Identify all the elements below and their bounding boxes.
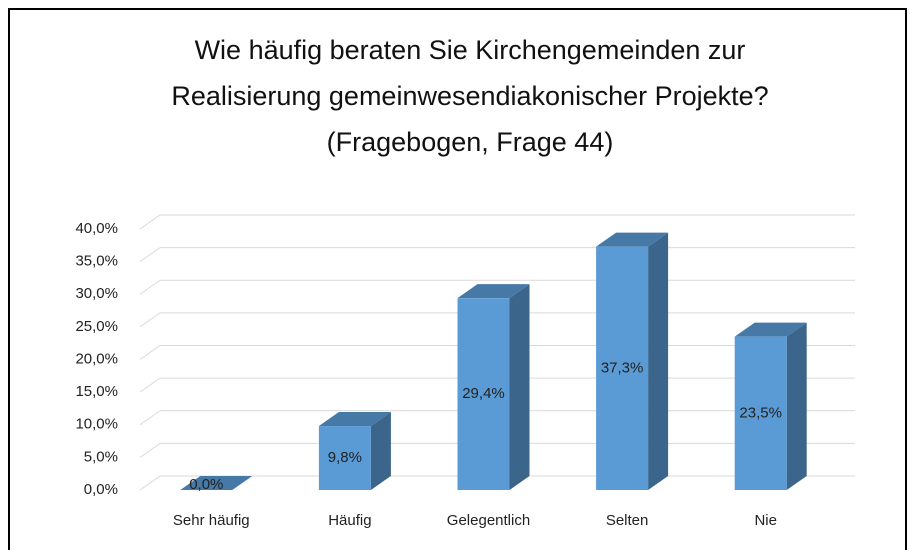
y-tick-label: 0,0% <box>84 481 118 498</box>
y-tick-label: 5,0% <box>84 448 118 465</box>
x-tick-label: Nie <box>754 512 777 529</box>
y-tick-label: 30,0% <box>75 285 118 302</box>
chart-title: Realisierung gemeinwesendiakonischer Pro… <box>171 81 768 111</box>
grid-line <box>139 279 161 295</box>
data-label: 0,0% <box>189 476 223 493</box>
bar-side <box>648 232 669 490</box>
data-label: 23,5% <box>739 404 782 421</box>
bar-side <box>786 322 807 490</box>
bar-top <box>596 232 669 247</box>
data-label: 9,8% <box>328 449 362 466</box>
bar-top <box>180 476 253 490</box>
grid-line <box>139 410 161 426</box>
grid-line <box>139 214 161 230</box>
grid-line <box>139 377 161 393</box>
bar-side <box>370 412 391 490</box>
grid-line <box>139 312 161 328</box>
bar-top <box>734 322 807 337</box>
grid-line <box>139 247 161 263</box>
x-tick-label: Häufig <box>328 512 371 529</box>
x-tick-label: Sehr häufig <box>173 512 250 529</box>
data-label: 29,4% <box>462 385 505 402</box>
y-tick-label: 10,0% <box>75 416 118 433</box>
y-tick-label: 20,0% <box>75 350 118 367</box>
chart-title: (Fragebogen, Frage 44) <box>327 127 614 157</box>
y-tick-label: 15,0% <box>75 383 118 400</box>
data-label: 37,3% <box>601 359 644 376</box>
grid-line <box>139 475 161 491</box>
bar <box>318 426 371 490</box>
grid-line <box>139 345 161 360</box>
bar-top <box>457 284 530 299</box>
y-tick-label: 25,0% <box>75 318 118 335</box>
bar-top <box>318 412 391 427</box>
bar <box>596 246 649 490</box>
y-tick-label: 35,0% <box>75 253 118 270</box>
bar-side <box>509 284 530 490</box>
x-tick-label: Gelegentlich <box>447 512 530 529</box>
bar <box>734 336 787 490</box>
y-tick-label: 40,0% <box>75 220 118 237</box>
bar <box>457 298 510 490</box>
x-tick-label: Selten <box>606 512 649 529</box>
chart-title: Wie häufig beraten Sie Kirchengemeinden … <box>195 35 746 65</box>
grid-line <box>139 442 161 458</box>
